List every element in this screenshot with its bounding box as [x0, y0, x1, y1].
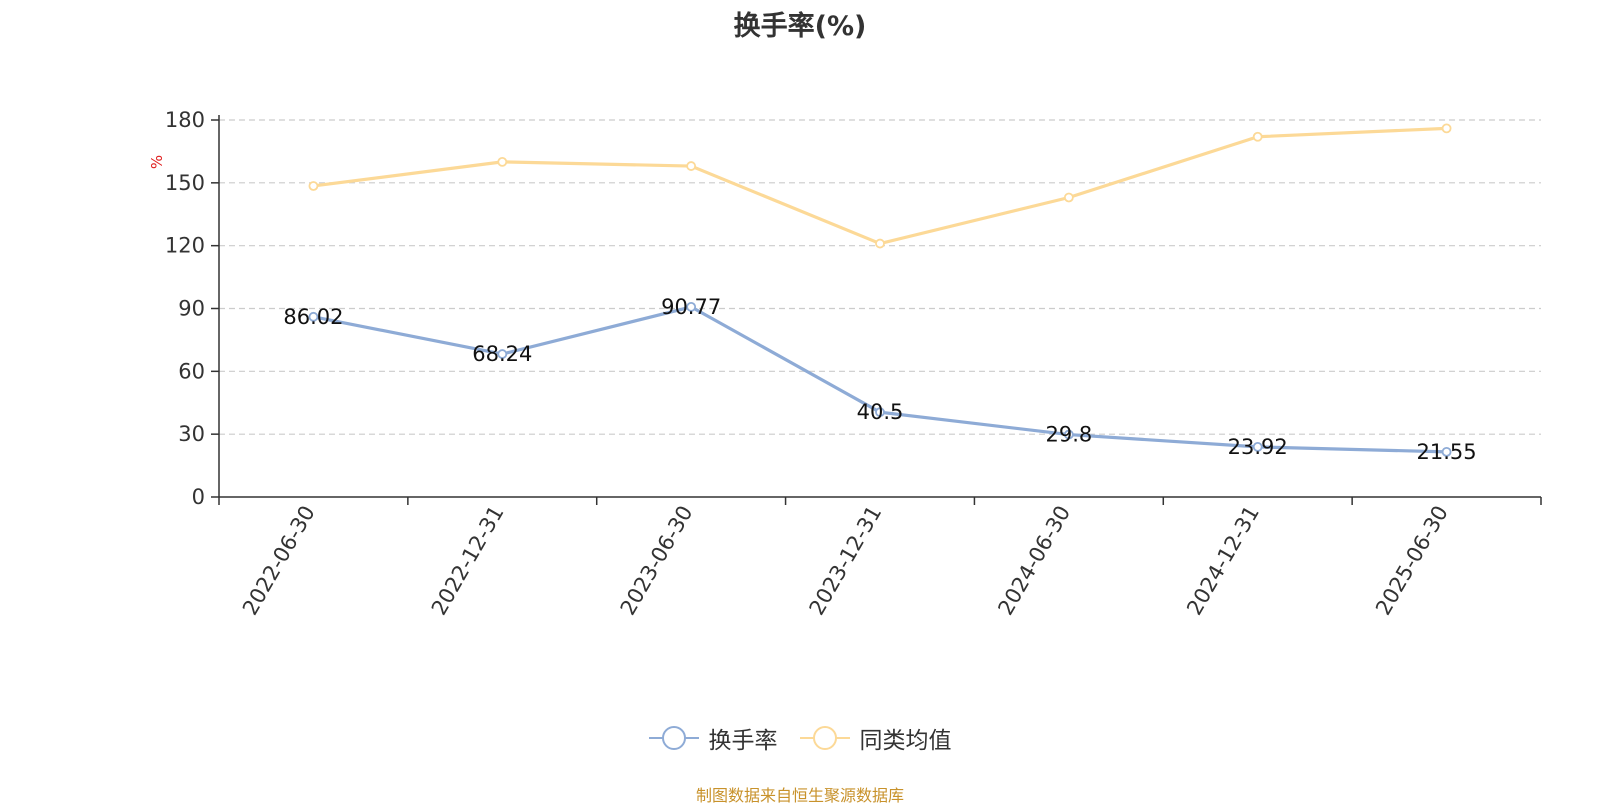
- data-label-turnover: 21.55: [1417, 440, 1477, 464]
- y-tick-label: 150: [165, 171, 205, 195]
- data-label-turnover: 90.77: [661, 295, 721, 319]
- data-point-peer-average: [497, 156, 508, 167]
- legend-marker-turnover: [648, 726, 699, 750]
- y-tick-label: 0: [192, 485, 205, 509]
- legend: 换手率 同类均值: [0, 721, 1600, 755]
- data-label-turnover: 68.24: [472, 342, 532, 366]
- data-point-peer-average: [1252, 131, 1263, 142]
- x-tick-label: 2022-12-31: [427, 502, 509, 620]
- x-tick-label: 2023-12-31: [805, 502, 887, 620]
- data-point-turnover: [686, 301, 697, 312]
- data-label-turnover: 29.8: [1045, 423, 1092, 447]
- data-point-turnover: [308, 311, 319, 322]
- data-point-turnover: [1252, 442, 1263, 452]
- series-line-peer-average: [311, 126, 1449, 246]
- data-point-peer-average: [875, 238, 885, 249]
- x-tick-label: 2024-12-31: [1182, 502, 1264, 620]
- data-point-peer-average: [308, 181, 319, 191]
- data-source-footer: 制图数据来自恒生聚源数据库: [695, 786, 904, 805]
- legend-label-peer-average: 同类均值: [859, 728, 952, 754]
- x-tick-label: 2023-06-30: [616, 502, 698, 620]
- legend-marker-peer-average: [799, 726, 850, 750]
- data-point-turnover: [875, 407, 885, 418]
- data-point-turnover: [497, 349, 508, 359]
- data-point-peer-average: [1063, 192, 1074, 203]
- data-label-turnover: 23.92: [1228, 435, 1288, 459]
- data-point-peer-average: [1441, 123, 1452, 134]
- series-line-turnover: [311, 305, 1449, 454]
- legend-item-peer-average[interactable]: 同类均值: [799, 721, 952, 755]
- y-tick-label: 180: [165, 108, 205, 132]
- y-tick-label: 30: [178, 422, 205, 446]
- data-point-peer-average: [686, 161, 697, 171]
- y-tick-label: 120: [165, 234, 205, 258]
- x-tick-label: 2024-06-30: [993, 502, 1075, 620]
- data-label-turnover: 40.5: [857, 400, 904, 424]
- y-axis-label: %: [148, 155, 166, 169]
- y-tick-label: 60: [178, 359, 205, 383]
- y-tick-label: 90: [178, 297, 205, 321]
- data-point-turnover: [1063, 429, 1074, 440]
- chart-title: 换手率(%): [733, 11, 867, 42]
- data-label-turnover: 86.02: [283, 305, 343, 329]
- legend-item-turnover[interactable]: 换手率: [648, 721, 778, 755]
- data-point-turnover: [1441, 446, 1452, 457]
- legend-label-turnover: 换手率: [708, 728, 778, 754]
- x-tick-label: 2025-06-30: [1371, 502, 1453, 620]
- x-tick-label: 2022-06-30: [238, 502, 320, 620]
